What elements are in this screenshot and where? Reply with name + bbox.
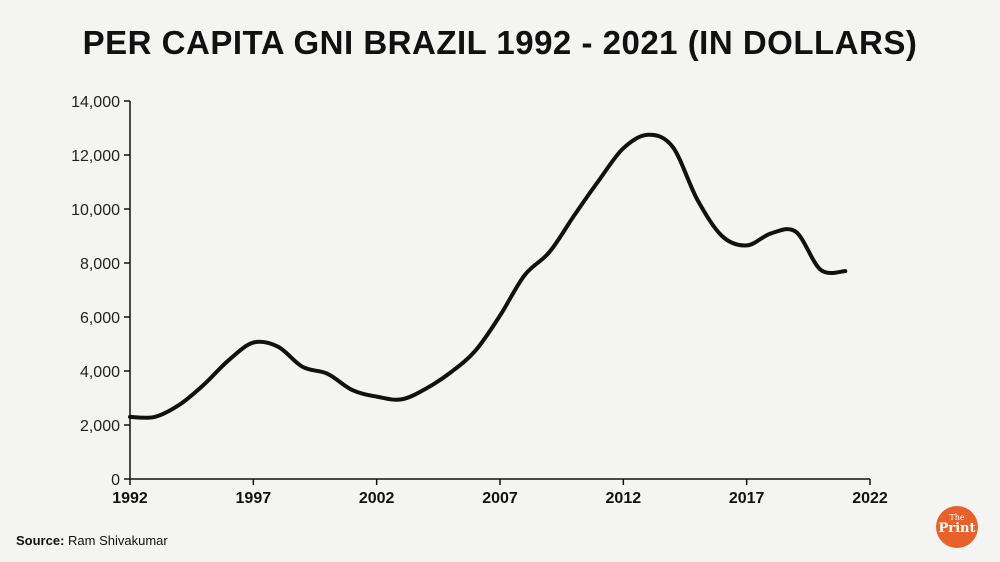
x-tick-label: 2007	[482, 490, 518, 507]
x-tick-label: 2022	[852, 490, 888, 507]
y-axis-ticks: 0 2,000 4,000 6,000 8,000 10,000 12,000 14,000	[71, 94, 130, 489]
logo-text-print: Print	[938, 521, 976, 536]
y-tick-label: 6,000	[80, 310, 120, 327]
chart-title: PER CAPITA GNI BRAZIL 1992 - 2021 (IN DO…	[82, 24, 918, 61]
y-tick-label: 14,000	[71, 94, 120, 111]
x-tick-label: 1992	[112, 490, 148, 507]
source-label: Source:	[16, 533, 65, 548]
x-tick-label: 2002	[359, 490, 395, 507]
y-tick-label: 2,000	[80, 418, 120, 435]
y-tick-label: 10,000	[71, 202, 120, 219]
logo-text-the: The	[949, 513, 965, 522]
y-tick-label: 12,000	[71, 148, 120, 165]
x-tick-label: 2017	[729, 490, 765, 507]
source-text: Ram Shivakumar	[68, 533, 168, 548]
series-line	[128, 132, 848, 420]
y-tick-label: 4,000	[80, 364, 120, 381]
x-axis-ticks: 1992 1997 2002 2007 2012 2017 2022	[112, 479, 888, 507]
theprint-logo: The Print	[936, 506, 978, 548]
data-points	[128, 133, 847, 419]
y-tick-label: 8,000	[80, 256, 120, 273]
source-note: Source: Ram Shivakumar	[16, 533, 168, 548]
x-tick-label: 1997	[236, 490, 272, 507]
y-tick-label: 0	[111, 472, 120, 489]
x-tick-label: 2012	[606, 490, 642, 507]
